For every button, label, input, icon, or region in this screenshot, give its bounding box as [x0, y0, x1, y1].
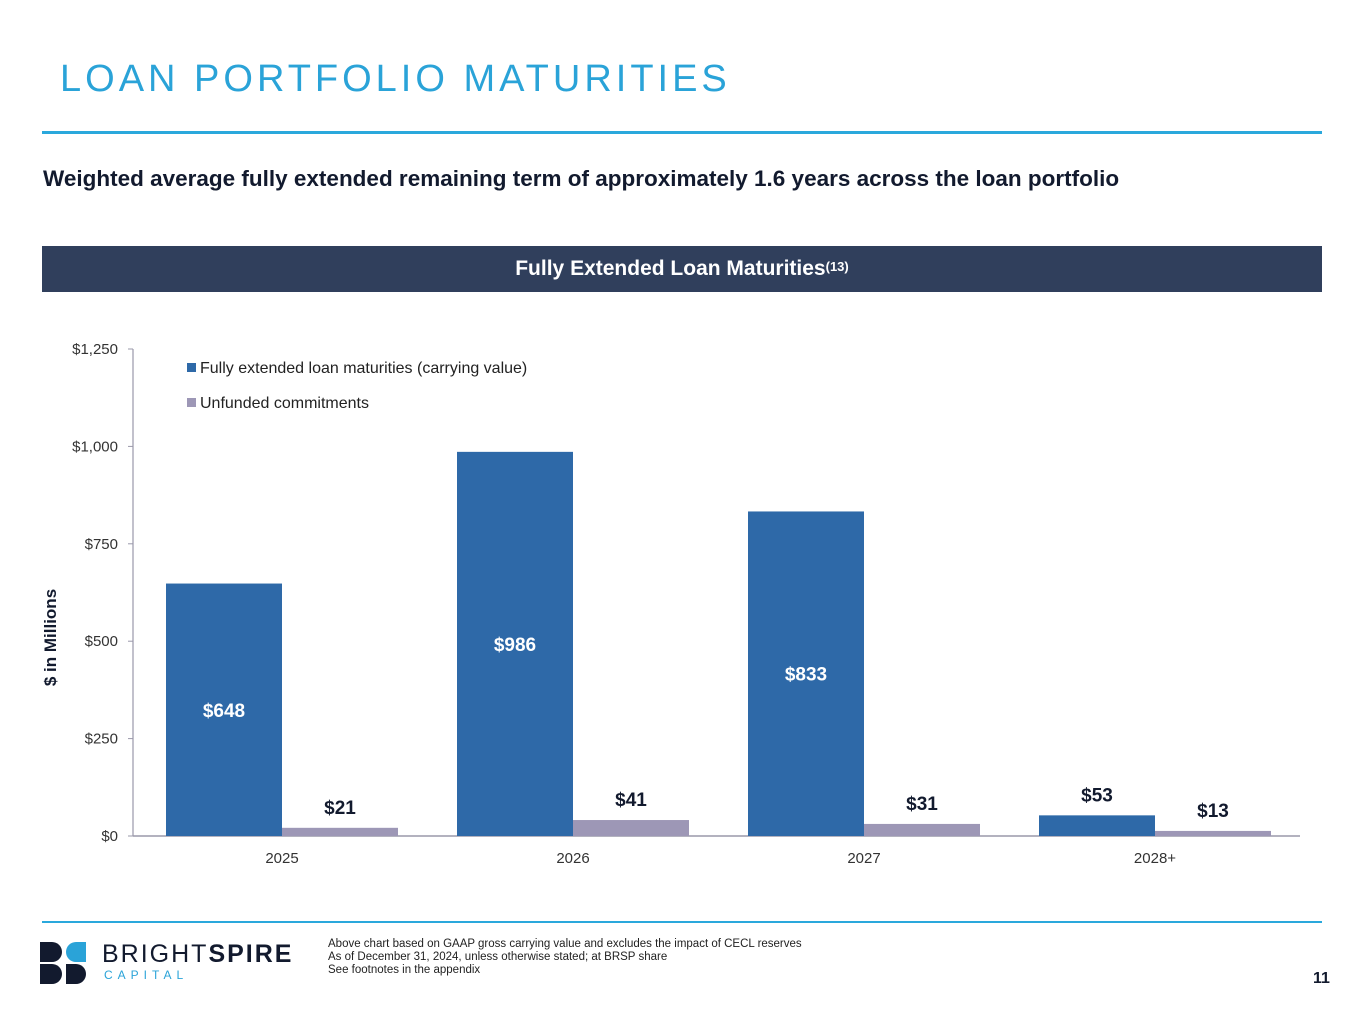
x-tick-label: 2028+ [1134, 850, 1176, 867]
footnote-line: Above chart based on GAAP gross carrying… [328, 938, 802, 950]
footnotes: Above chart based on GAAP gross carrying… [328, 938, 802, 977]
y-tick-label: $1,250 [72, 341, 118, 358]
y-axis-title: $ in Millions [41, 589, 60, 686]
y-tick-label: $1,000 [72, 438, 118, 455]
x-tick-label: 2025 [265, 850, 298, 867]
data-label-unfunded-commitments: $13 [1197, 801, 1229, 822]
y-tick-label: $500 [85, 633, 118, 650]
data-label-unfunded-commitments: $41 [615, 790, 647, 811]
logo-subtitle: CAPITAL [104, 968, 189, 982]
bar-unfunded-commitments [573, 820, 689, 836]
bar-chart: $0 $250 $500 $750 $1,000 $1,250 $ in Millions 2… [41, 341, 1300, 867]
chart-banner: Fully Extended Loan Maturities (13) [42, 246, 1322, 292]
data-label-loan-maturities: $648 [203, 701, 245, 722]
data-label-unfunded-commitments: $21 [324, 798, 356, 819]
x-tick-label: 2026 [556, 850, 589, 867]
y-tick-label: $750 [85, 536, 118, 553]
bar-unfunded-commitments [282, 827, 398, 836]
bar-loan-maturities [1039, 815, 1155, 836]
data-label-loan-maturities: $53 [1081, 785, 1113, 806]
page-subtitle: Weighted average fully extended remainin… [43, 166, 1120, 191]
legend-swatch-loan-maturities [187, 363, 196, 372]
page-title: LOAN PORTFOLIO MATURITIES [60, 58, 731, 100]
page-number: 11 [1313, 970, 1330, 987]
legend-label: Fully extended loan maturities (carrying… [200, 360, 527, 377]
chart-banner-title: Fully Extended Loan Maturities [515, 257, 826, 280]
bar-loan-maturities [166, 583, 282, 836]
footnote-line: See footnotes in the appendix [328, 964, 481, 976]
footer-divider [42, 921, 1322, 923]
brightspire-logo: BRIGHTSPIRE CAPITAL [40, 940, 300, 985]
bar-loan-maturities [748, 511, 864, 836]
data-label-unfunded-commitments: $31 [906, 794, 938, 815]
legend-label: Unfunded commitments [200, 395, 369, 412]
bar-loan-maturities [457, 451, 573, 836]
y-tick-label: $0 [101, 828, 118, 845]
logo-word-light: BRIGHT [102, 940, 209, 968]
chart-banner-footnote-ref: (13) [825, 258, 849, 274]
legend-swatch-unfunded-commitments [187, 398, 196, 407]
data-label-loan-maturities: $986 [494, 635, 536, 656]
title-divider [42, 131, 1322, 134]
bar-unfunded-commitments [864, 823, 980, 836]
logo-wordmark: BRIGHTSPIRE [102, 940, 293, 969]
data-label-loan-maturities: $833 [785, 665, 827, 686]
bar-unfunded-commitments [1155, 830, 1271, 836]
x-tick-label: 2027 [847, 850, 880, 867]
logo-word-bold: SPIRE [208, 940, 294, 968]
logo-mark-icon [40, 942, 86, 984]
y-tick-label: $250 [85, 731, 118, 748]
footnote-line: As of December 31, 2024, unless otherwis… [328, 951, 668, 963]
